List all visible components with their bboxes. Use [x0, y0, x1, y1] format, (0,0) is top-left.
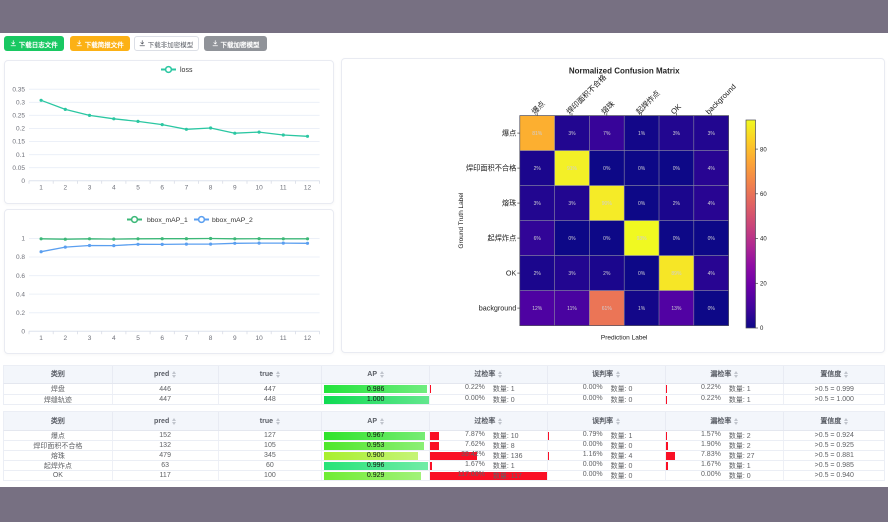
- svg-text:6%: 6%: [534, 236, 542, 242]
- svg-text:3%: 3%: [568, 131, 576, 137]
- svg-text:Prediction Label: Prediction Label: [601, 335, 648, 342]
- svg-text:2%: 2%: [534, 271, 542, 277]
- svg-text:61%: 61%: [602, 306, 613, 312]
- svg-text:bbox_mAP_1: bbox_mAP_1: [147, 217, 188, 224]
- svg-text:10: 10: [255, 335, 263, 342]
- svg-text:起焊炸点: 起焊炸点: [633, 88, 662, 117]
- svg-text:0.8: 0.8: [16, 254, 25, 261]
- svg-text:2: 2: [63, 335, 67, 342]
- svg-text:10: 10: [255, 185, 263, 192]
- svg-text:1: 1: [39, 185, 43, 192]
- svg-text:0: 0: [21, 178, 25, 185]
- svg-text:4%: 4%: [708, 271, 716, 277]
- svg-text:89%: 89%: [671, 271, 682, 277]
- svg-text:11: 11: [280, 335, 287, 342]
- svg-text:Ground Truth Label: Ground Truth Label: [458, 192, 465, 249]
- svg-text:0%: 0%: [708, 236, 716, 242]
- svg-text:12: 12: [304, 185, 312, 192]
- svg-text:bbox_mAP_2: bbox_mAP_2: [212, 217, 253, 224]
- svg-text:1: 1: [21, 236, 25, 243]
- svg-text:3: 3: [88, 335, 92, 342]
- svg-text:4: 4: [112, 335, 116, 342]
- svg-text:11: 11: [280, 185, 287, 192]
- svg-text:OK: OK: [506, 269, 517, 278]
- svg-text:OK: OK: [669, 102, 683, 116]
- svg-text:20: 20: [760, 282, 767, 288]
- svg-text:40: 40: [760, 237, 767, 243]
- svg-text:5: 5: [136, 335, 140, 342]
- svg-text:4%: 4%: [708, 166, 716, 172]
- svg-text:0%: 0%: [673, 236, 681, 242]
- svg-text:2%: 2%: [534, 166, 542, 172]
- svg-text:8: 8: [209, 185, 213, 192]
- svg-text:background: background: [704, 82, 738, 116]
- svg-text:7: 7: [185, 185, 189, 192]
- svg-text:4: 4: [112, 185, 116, 192]
- svg-text:0%: 0%: [568, 236, 576, 242]
- svg-text:3%: 3%: [708, 131, 716, 137]
- svg-text:0.4: 0.4: [16, 291, 25, 298]
- svg-text:9: 9: [233, 185, 237, 192]
- svg-text:3: 3: [88, 185, 92, 192]
- svg-text:0.05: 0.05: [12, 165, 25, 172]
- svg-text:6: 6: [160, 335, 164, 342]
- svg-text:background: background: [479, 304, 517, 313]
- svg-text:12%: 12%: [532, 306, 543, 312]
- svg-text:0.35: 0.35: [12, 87, 25, 94]
- svg-text:81%: 81%: [532, 131, 543, 137]
- svg-text:2%: 2%: [673, 201, 681, 207]
- svg-text:0%: 0%: [708, 306, 716, 312]
- svg-text:0%: 0%: [638, 201, 646, 207]
- svg-text:8: 8: [209, 335, 213, 342]
- svg-text:3%: 3%: [568, 201, 576, 207]
- svg-text:爆点: 爆点: [529, 98, 547, 116]
- svg-text:4%: 4%: [708, 201, 716, 207]
- svg-text:9: 9: [233, 335, 237, 342]
- svg-text:Normalized Confusion Matrix: Normalized Confusion Matrix: [569, 67, 680, 76]
- svg-text:60: 60: [760, 192, 767, 198]
- svg-text:12: 12: [304, 335, 312, 342]
- svg-text:loss: loss: [180, 67, 193, 74]
- svg-text:0.6: 0.6: [16, 273, 25, 280]
- svg-text:0: 0: [21, 328, 25, 335]
- svg-text:6: 6: [160, 185, 164, 192]
- svg-text:5: 5: [136, 185, 140, 192]
- svg-text:90%: 90%: [602, 201, 613, 207]
- svg-text:焊印面积不合格: 焊印面积不合格: [466, 164, 517, 173]
- svg-text:11%: 11%: [567, 306, 577, 312]
- svg-text:7: 7: [185, 335, 189, 342]
- svg-text:起焊炸点: 起焊炸点: [488, 234, 517, 243]
- svg-text:0%: 0%: [603, 236, 611, 242]
- svg-text:爆点: 爆点: [502, 129, 516, 138]
- svg-text:熔珠: 熔珠: [502, 199, 517, 208]
- svg-text:0%: 0%: [638, 166, 646, 172]
- svg-text:0.1: 0.1: [16, 152, 25, 159]
- svg-text:0.3: 0.3: [16, 100, 25, 107]
- svg-text:1%: 1%: [638, 131, 646, 137]
- svg-text:3%: 3%: [534, 201, 542, 207]
- svg-text:1: 1: [39, 335, 43, 342]
- svg-text:0.15: 0.15: [12, 139, 25, 146]
- svg-text:0%: 0%: [603, 166, 611, 172]
- svg-text:80: 80: [760, 147, 767, 153]
- svg-text:91%: 91%: [567, 166, 578, 172]
- svg-text:93%: 93%: [637, 236, 648, 242]
- svg-text:0%: 0%: [673, 166, 681, 172]
- svg-text:7%: 7%: [603, 131, 611, 137]
- svg-text:3%: 3%: [568, 271, 576, 277]
- svg-text:1%: 1%: [638, 306, 646, 312]
- svg-text:13%: 13%: [671, 306, 682, 312]
- svg-text:3%: 3%: [673, 131, 681, 137]
- svg-text:2%: 2%: [603, 271, 611, 277]
- svg-text:熔珠: 熔珠: [599, 98, 617, 116]
- svg-text:2: 2: [63, 185, 67, 192]
- svg-text:0: 0: [760, 326, 764, 332]
- svg-text:0%: 0%: [638, 271, 646, 277]
- svg-text:0.2: 0.2: [16, 126, 25, 133]
- svg-text:0.2: 0.2: [16, 310, 25, 317]
- svg-text:0.25: 0.25: [12, 113, 25, 120]
